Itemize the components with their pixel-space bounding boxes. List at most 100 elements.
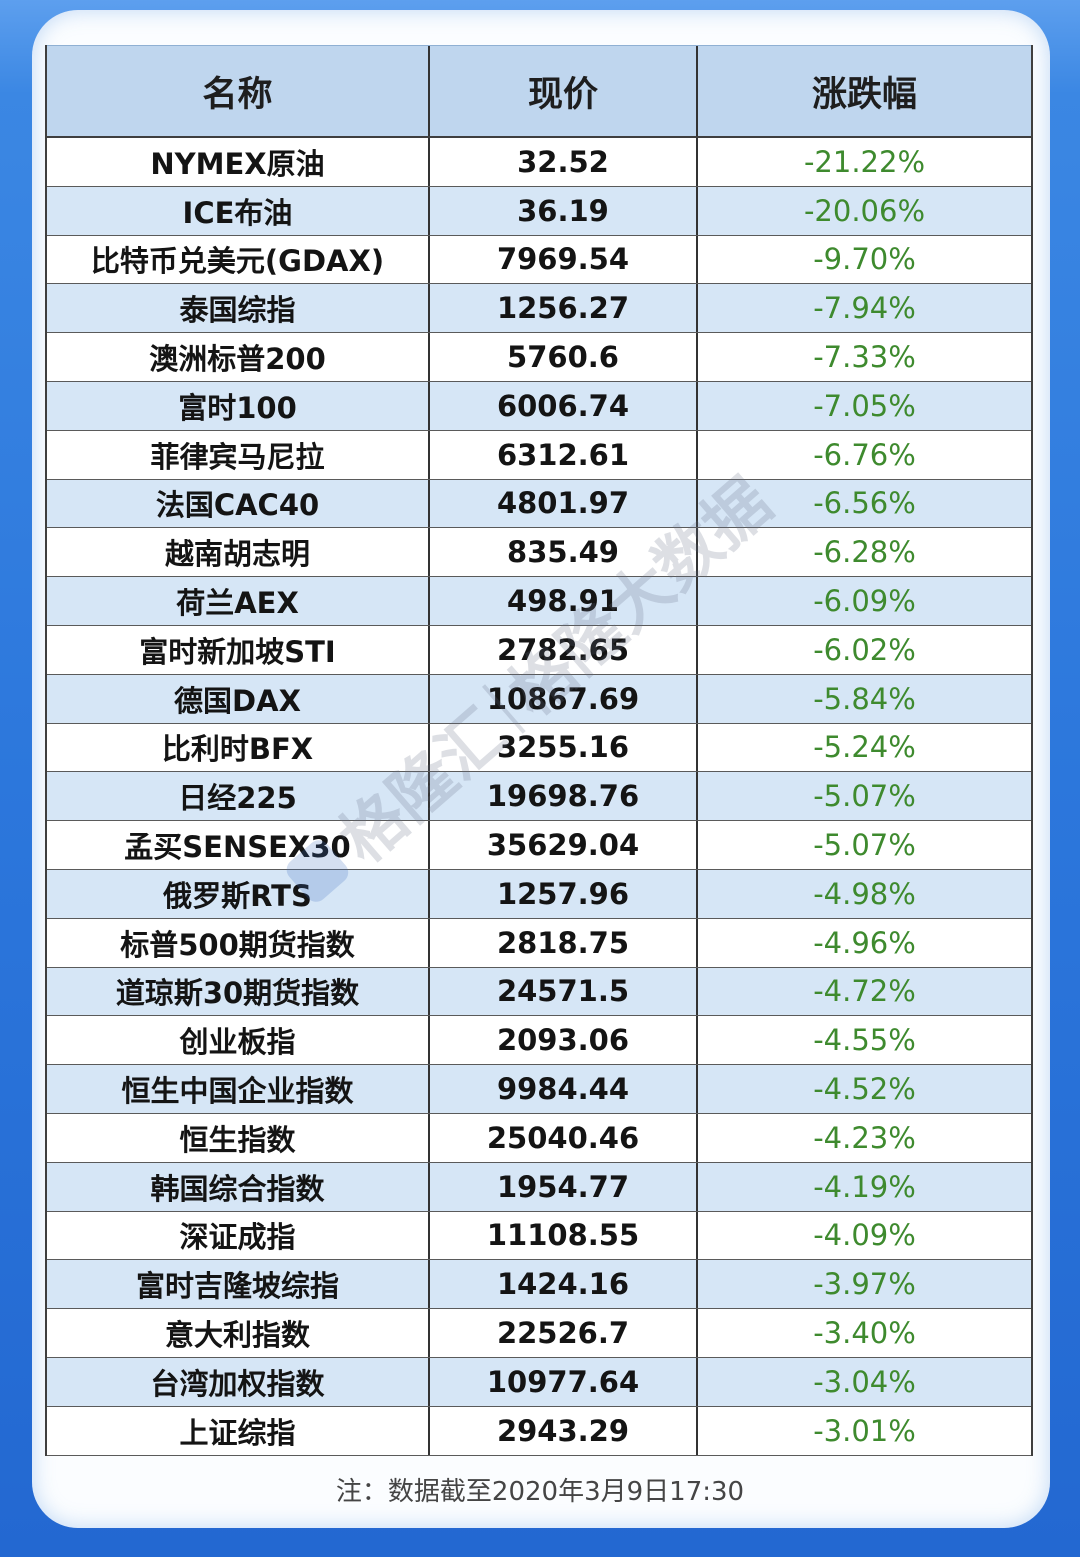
- index-name-cell: 恒生指数: [47, 1113, 430, 1162]
- change-cell: -6.02%: [813, 632, 916, 667]
- index-name-cell: 法国CAC40: [47, 479, 430, 528]
- table-row: 比特币兑美元(GDAX) 7969.54 -9.70%: [47, 235, 1031, 285]
- index-name-cell: 荷兰AEX: [47, 577, 430, 625]
- index-name-cell: 道琼斯30期货指数: [47, 967, 430, 1016]
- price-cell: 835.49: [430, 528, 698, 577]
- index-name-cell: 菲律宾马尼拉: [47, 430, 430, 479]
- table-row: 创业板指 2093.06 -4.55%: [47, 1016, 1031, 1066]
- table-row: 菲律宾马尼拉 6312.61 -6.76%: [47, 430, 1031, 480]
- price-cell: 2782.65: [430, 625, 698, 674]
- price-cell: 6006.74: [430, 381, 698, 430]
- change-cell: -9.70%: [813, 242, 916, 277]
- table-row: 恒生指数 25040.46 -4.23%: [47, 1113, 1031, 1163]
- index-name-cell: 德国DAX: [47, 674, 430, 723]
- index-name-cell: 日经225: [47, 772, 430, 821]
- change-cell: -3.04%: [813, 1364, 916, 1399]
- index-name-cell: 韩国综合指数: [47, 1162, 430, 1211]
- index-name-cell: 富时新加坡STI: [47, 625, 430, 674]
- change-cell: -6.09%: [813, 584, 916, 619]
- table-row: 日经225 19698.76 -5.07%: [47, 772, 1031, 822]
- price-cell: 10977.64: [430, 1357, 698, 1406]
- change-cell: -4.96%: [813, 925, 916, 960]
- table-row: 澳洲标普200 5760.6 -7.33%: [47, 333, 1031, 382]
- price-cell: 3255.16: [430, 723, 698, 772]
- index-name-cell: 台湾加权指数: [47, 1357, 430, 1406]
- index-name-cell: 孟买SENSEX30: [47, 821, 430, 869]
- price-cell: 32.52: [430, 138, 698, 186]
- price-cell: 1256.27: [430, 284, 698, 333]
- column-header-change: 涨跌幅: [811, 74, 917, 115]
- index-name-cell: 比利时BFX: [47, 723, 430, 772]
- table-row: 上证综指 2943.29 -3.01%: [47, 1406, 1031, 1456]
- price-cell: 4801.97: [430, 479, 698, 528]
- footnote: 注：数据截至2020年3月9日17:30: [335, 1477, 745, 1507]
- price-cell: 36.19: [430, 186, 698, 235]
- change-cell: -5.07%: [813, 828, 916, 863]
- column-header-name: 名称: [47, 46, 430, 136]
- price-cell: 10867.69: [430, 674, 698, 723]
- index-name-cell: 澳洲标普200: [47, 333, 430, 381]
- table-row: 富时100 6006.74 -7.05%: [47, 381, 1031, 431]
- data-table: 名称 现价 涨跌幅 NYMEX原油 32.52 -21.22% ICE布油 36.19…: [45, 45, 1033, 1456]
- table-row: NYMEX原油 32.52 -21.22%: [47, 138, 1031, 187]
- price-cell: 1954.77: [430, 1162, 698, 1211]
- price-cell: 1257.96: [430, 869, 698, 918]
- table-row: 孟买SENSEX30 35629.04 -5.07%: [47, 821, 1031, 870]
- price-cell: 22526.7: [430, 1309, 698, 1357]
- change-cell: -7.33%: [813, 340, 916, 375]
- table-row: 荷兰AEX 498.91 -6.09%: [47, 577, 1031, 626]
- table-row: 比利时BFX 3255.16 -5.24%: [47, 723, 1031, 773]
- table-row: 韩国综合指数 1954.77 -4.19%: [47, 1162, 1031, 1212]
- table-row: 德国DAX 10867.69 -5.84%: [47, 674, 1031, 724]
- table-body: NYMEX原油 32.52 -21.22% ICE布油 36.19 -20.06% 比特…: [47, 138, 1031, 1456]
- table-row: 富时吉隆坡综指 1424.16 -3.97%: [47, 1260, 1031, 1310]
- table-row: 深证成指 11108.55 -4.09%: [47, 1211, 1031, 1261]
- table-header-row: 名称 现价 涨跌幅: [47, 45, 1031, 138]
- table-row: 泰国综指 1256.27 -7.94%: [47, 284, 1031, 334]
- index-name-cell: 上证综指: [47, 1406, 430, 1455]
- index-name-cell: 富时吉隆坡综指: [47, 1260, 430, 1309]
- price-cell: 9984.44: [430, 1065, 698, 1113]
- change-cell: -5.07%: [813, 779, 916, 814]
- change-cell: -3.40%: [813, 1316, 916, 1351]
- change-cell: -4.55%: [813, 1023, 916, 1058]
- table-row: 法国CAC40 4801.97 -6.56%: [47, 479, 1031, 529]
- index-name-cell: 越南胡志明: [47, 528, 430, 577]
- index-name-cell: 比特币兑美元(GDAX): [47, 235, 430, 284]
- index-name-cell: 意大利指数: [47, 1309, 430, 1357]
- table-row: 俄罗斯RTS 1257.96 -4.98%: [47, 869, 1031, 919]
- change-cell: -6.28%: [813, 535, 916, 570]
- change-cell: -4.09%: [813, 1218, 916, 1253]
- change-cell: -3.01%: [813, 1413, 916, 1448]
- price-cell: 5760.6: [430, 333, 698, 381]
- price-cell: 11108.55: [430, 1211, 698, 1260]
- change-cell: -4.52%: [813, 1072, 916, 1107]
- change-cell: -20.06%: [803, 193, 926, 228]
- change-cell: -5.84%: [813, 681, 916, 716]
- index-name-cell: NYMEX原油: [47, 138, 430, 186]
- price-cell: 19698.76: [430, 772, 698, 821]
- change-cell: -7.94%: [813, 291, 916, 326]
- index-name-cell: 俄罗斯RTS: [47, 869, 430, 918]
- change-cell: -5.24%: [813, 730, 916, 765]
- table-row: 恒生中国企业指数 9984.44 -4.52%: [47, 1065, 1031, 1114]
- price-cell: 35629.04: [430, 821, 698, 869]
- change-cell: -6.56%: [813, 486, 916, 521]
- table-row: 意大利指数 22526.7 -3.40%: [47, 1309, 1031, 1358]
- price-cell: 1424.16: [430, 1260, 698, 1309]
- table-row: 台湾加权指数 10977.64 -3.04%: [47, 1357, 1031, 1407]
- table-row: ICE布油 36.19 -20.06%: [47, 186, 1031, 236]
- price-cell: 25040.46: [430, 1113, 698, 1162]
- index-name-cell: 泰国综指: [47, 284, 430, 333]
- price-cell: 2943.29: [430, 1406, 698, 1455]
- change-cell: -4.19%: [813, 1169, 916, 1204]
- index-name-cell: 恒生中国企业指数: [47, 1065, 430, 1113]
- change-cell: -4.72%: [813, 974, 916, 1009]
- table-row: 富时新加坡STI 2782.65 -6.02%: [47, 625, 1031, 675]
- column-header-price: 现价: [430, 46, 698, 136]
- table-row: 道琼斯30期货指数 24571.5 -4.72%: [47, 967, 1031, 1017]
- change-cell: -6.76%: [813, 437, 916, 472]
- change-cell: -7.05%: [813, 388, 916, 423]
- price-cell: 6312.61: [430, 430, 698, 479]
- price-cell: 498.91: [430, 577, 698, 625]
